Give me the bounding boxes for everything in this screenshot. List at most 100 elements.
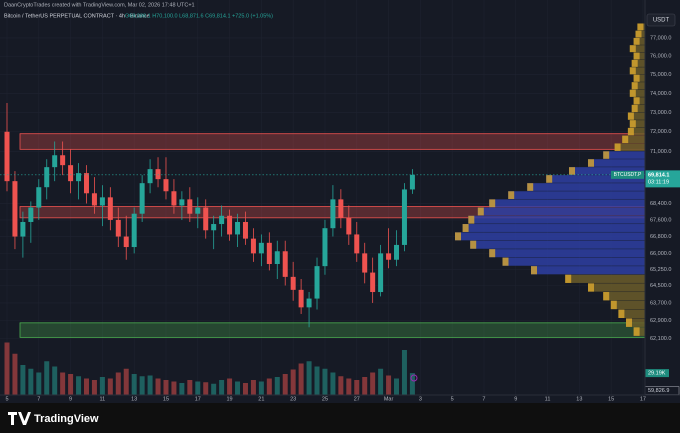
currency[interactable]: USDT [653, 18, 670, 24]
candle-body [362, 253, 368, 273]
profile-edge [629, 45, 636, 53]
volume-bar [354, 380, 360, 395]
y-tick-label: 75,000.0 [650, 72, 671, 78]
volume-bar [4, 342, 10, 395]
profile-bar [569, 167, 645, 175]
candle-body [274, 251, 280, 265]
candle-body [219, 215, 225, 225]
candle-body [290, 276, 296, 290]
candle-body [211, 224, 217, 231]
candle-body [394, 244, 400, 260]
volume-bar [227, 378, 233, 395]
volume-bar [378, 368, 384, 395]
profile-bar [618, 309, 645, 318]
y-tick-label: 63,700.0 [650, 300, 671, 306]
candle-body [12, 181, 18, 237]
volume-bar [60, 372, 66, 395]
x-tick-label: 3 [419, 396, 422, 402]
volume-bar [131, 374, 137, 395]
profile-edge [633, 52, 640, 60]
x-tick-label: 13 [576, 396, 582, 402]
profile-edge [629, 67, 636, 75]
y-tick-label: 65,250.0 [650, 267, 671, 273]
profile-bar [629, 89, 645, 97]
profile-edge [629, 120, 636, 128]
volume-bar [290, 369, 296, 395]
x-tick-label: 7 [482, 396, 485, 402]
profile-edge [470, 240, 477, 249]
volume-bar [107, 378, 113, 395]
volume-bar [401, 350, 407, 395]
volume-bar [306, 361, 312, 395]
candle-body [20, 221, 26, 237]
y-tick-label: 77,000.0 [650, 35, 671, 41]
volume-bar [91, 380, 97, 395]
profile-bar [629, 45, 645, 53]
profile-bar [527, 183, 645, 191]
volume-bar [147, 375, 153, 395]
volume-bar [274, 377, 280, 395]
profile-bar [631, 104, 645, 113]
candle-body [386, 253, 392, 260]
x-tick-label: 27 [354, 396, 360, 402]
x-tick-label: 9 [69, 396, 72, 402]
profile-edge [635, 30, 642, 38]
profile-bar [489, 199, 645, 208]
candle-body [330, 199, 336, 229]
profile-edge [631, 82, 638, 90]
candle-body [401, 189, 407, 245]
symbol: Bitcoin / TetherUS PERPETUAL CONTRACT · … [4, 13, 150, 19]
volume-bar [211, 383, 217, 395]
volume-bar [155, 378, 161, 395]
volume-bar [20, 365, 26, 395]
candle-body [203, 207, 209, 231]
y-tick-label: 68,400.0 [650, 201, 671, 207]
x-tick-label: 17 [640, 396, 646, 402]
profile-bar [603, 151, 645, 159]
volume-bar [242, 383, 248, 395]
x-tick-label: Mar [384, 396, 394, 402]
profile-edge [627, 127, 634, 136]
profile-edge [588, 283, 594, 292]
countdown: 03:11:19 [648, 179, 669, 185]
volume-bar [258, 381, 264, 395]
profile-edge [508, 191, 515, 199]
symbol-tag: BTCUSDT.P [614, 172, 642, 178]
candle-body [4, 131, 10, 182]
candle-body [147, 169, 153, 184]
x-tick-label: 25 [322, 396, 328, 402]
volume-bar [83, 378, 89, 395]
candle-body [155, 169, 161, 180]
event-icon[interactable] [410, 374, 418, 382]
candle-body [266, 242, 272, 265]
volume-bar [330, 372, 336, 395]
x-tick-label: 17 [195, 396, 201, 402]
volume-bar [52, 366, 58, 395]
last-price-box [645, 170, 680, 188]
currency-box[interactable] [646, 13, 676, 27]
y-tick-label: 71,000.0 [650, 149, 671, 155]
profile-bar [546, 175, 645, 183]
symbol-tag-box [611, 170, 644, 179]
candle-body [60, 155, 66, 166]
candle-body [227, 215, 233, 235]
profile-bar [627, 127, 645, 136]
x-tick-label: 15 [163, 396, 169, 402]
profile-bar [455, 232, 645, 241]
profile-edge [610, 300, 617, 310]
profile-bar [588, 283, 645, 292]
profile-bar [508, 191, 645, 199]
profile-bar [603, 292, 645, 301]
candle-body [250, 238, 256, 254]
credit: DaanCryptoTrades created with TradingVie… [4, 2, 195, 8]
x-tick-label: 5 [5, 396, 8, 402]
candle-body [171, 191, 177, 206]
profile-bar [565, 274, 645, 283]
profile-bar [502, 257, 645, 266]
logo-icon [8, 412, 31, 425]
volume-bar [28, 368, 34, 395]
x-tick-label: 11 [545, 396, 551, 402]
profile-edge [546, 175, 553, 183]
y-tick-label: 62,100.0 [650, 336, 671, 342]
x-tick-label: 11 [100, 396, 106, 402]
